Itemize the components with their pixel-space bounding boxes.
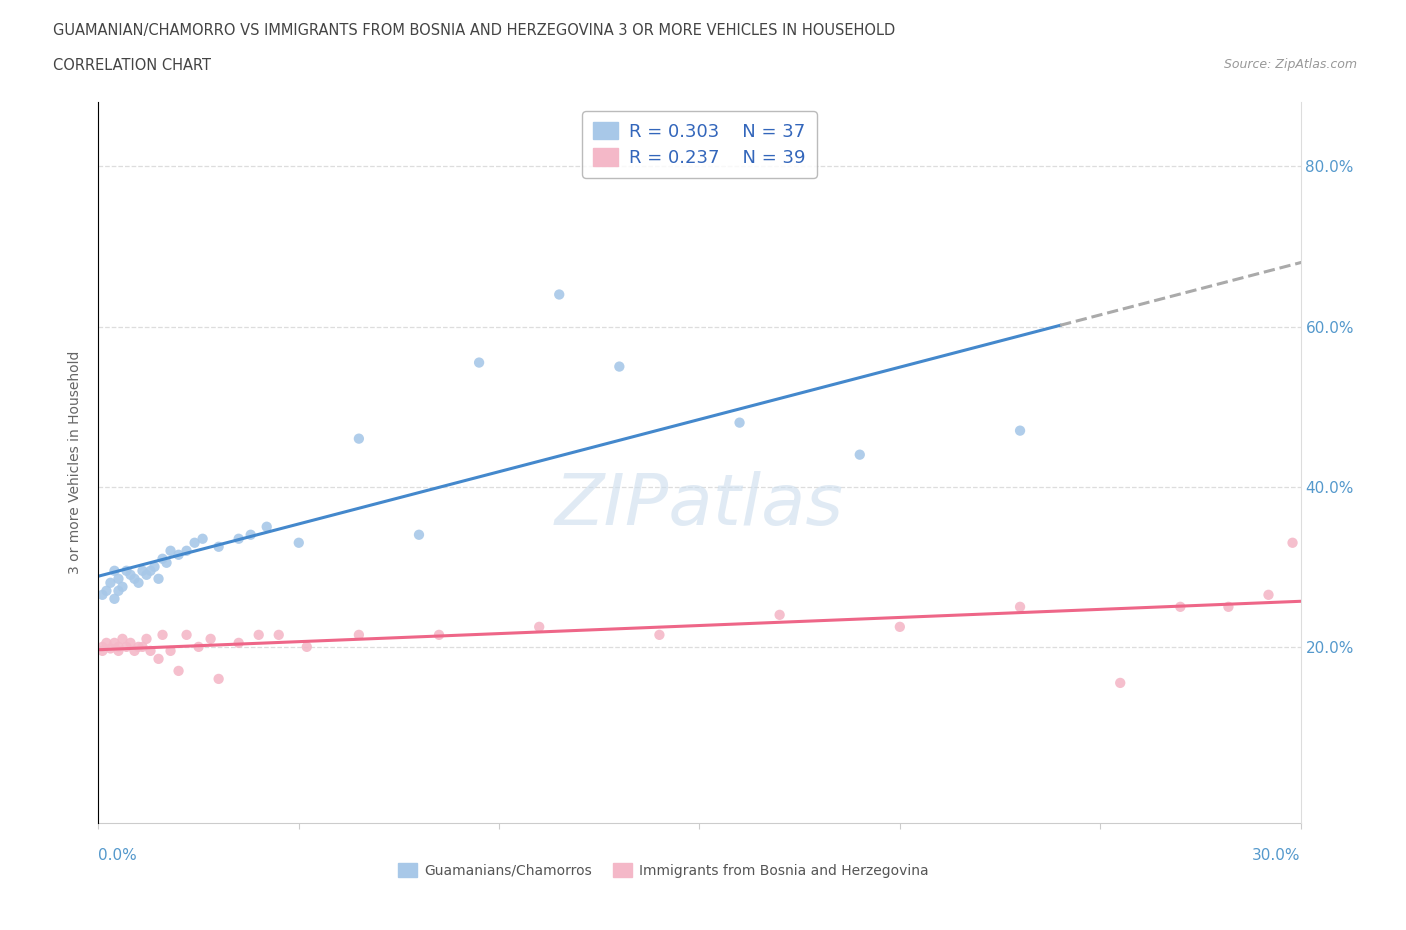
Point — [131, 564, 153, 578]
Point — [143, 559, 166, 574]
Point — [256, 519, 278, 534]
Point — [91, 640, 114, 655]
Point — [155, 555, 177, 570]
Point — [167, 663, 190, 678]
Point — [769, 607, 792, 622]
Legend: Guamanians/Chamorros, Immigrants from Bosnia and Herzegovina: Guamanians/Chamorros, Immigrants from Bo… — [391, 857, 936, 884]
Point — [100, 576, 122, 591]
Point — [228, 531, 250, 546]
Point — [288, 536, 311, 551]
Point — [148, 651, 170, 666]
Point — [167, 548, 190, 563]
Point — [152, 551, 174, 566]
Point — [135, 567, 157, 582]
Text: Source: ZipAtlas.com: Source: ZipAtlas.com — [1223, 58, 1357, 71]
Point — [96, 583, 118, 598]
Point — [1170, 600, 1192, 615]
Y-axis label: 3 or more Vehicles in Household: 3 or more Vehicles in Household — [69, 351, 83, 575]
Text: 0.0%: 0.0% — [98, 848, 138, 863]
Point — [107, 583, 129, 598]
Point — [1281, 536, 1303, 551]
Point — [103, 591, 125, 606]
Point — [91, 644, 114, 658]
Point — [107, 644, 129, 658]
Point — [648, 628, 671, 643]
Text: 30.0%: 30.0% — [1253, 848, 1301, 863]
Text: ZIPatlas: ZIPatlas — [555, 472, 844, 540]
Point — [187, 640, 209, 655]
Point — [111, 631, 134, 646]
Point — [208, 671, 231, 686]
Point — [131, 640, 153, 655]
Point — [200, 631, 222, 646]
Point — [468, 355, 491, 370]
Point — [1109, 675, 1132, 690]
Point — [159, 644, 181, 658]
Point — [91, 588, 114, 603]
Point — [135, 631, 157, 646]
Point — [347, 432, 370, 446]
Point — [159, 543, 181, 558]
Text: CORRELATION CHART: CORRELATION CHART — [53, 58, 211, 73]
Point — [115, 564, 138, 578]
Point — [728, 415, 751, 430]
Point — [124, 571, 146, 586]
Point — [128, 576, 150, 591]
Point — [408, 527, 430, 542]
Point — [1010, 423, 1032, 438]
Point — [107, 571, 129, 586]
Point — [347, 628, 370, 643]
Point — [427, 628, 450, 643]
Point — [120, 567, 142, 582]
Point — [124, 644, 146, 658]
Point — [115, 640, 138, 655]
Point — [128, 640, 150, 655]
Point — [176, 543, 198, 558]
Point — [1218, 600, 1240, 615]
Point — [100, 641, 122, 656]
Text: GUAMANIAN/CHAMORRO VS IMMIGRANTS FROM BOSNIA AND HERZEGOVINA 3 OR MORE VEHICLES : GUAMANIAN/CHAMORRO VS IMMIGRANTS FROM BO… — [53, 23, 896, 38]
Point — [103, 564, 125, 578]
Point — [889, 619, 911, 634]
Point — [103, 635, 125, 650]
Point — [96, 635, 118, 650]
Point — [183, 536, 205, 551]
Point — [548, 287, 571, 302]
Point — [208, 539, 231, 554]
Point — [1010, 600, 1032, 615]
Point — [139, 564, 162, 578]
Point — [228, 635, 250, 650]
Point — [139, 644, 162, 658]
Point — [239, 527, 262, 542]
Point — [152, 628, 174, 643]
Point — [191, 531, 214, 546]
Point — [120, 635, 142, 650]
Point — [247, 628, 270, 643]
Point — [176, 628, 198, 643]
Point — [148, 571, 170, 586]
Point — [267, 628, 290, 643]
Point — [529, 619, 551, 634]
Point — [1257, 588, 1279, 603]
Point — [111, 579, 134, 594]
Point — [609, 359, 631, 374]
Point — [849, 447, 872, 462]
Point — [107, 640, 129, 655]
Point — [295, 640, 318, 655]
